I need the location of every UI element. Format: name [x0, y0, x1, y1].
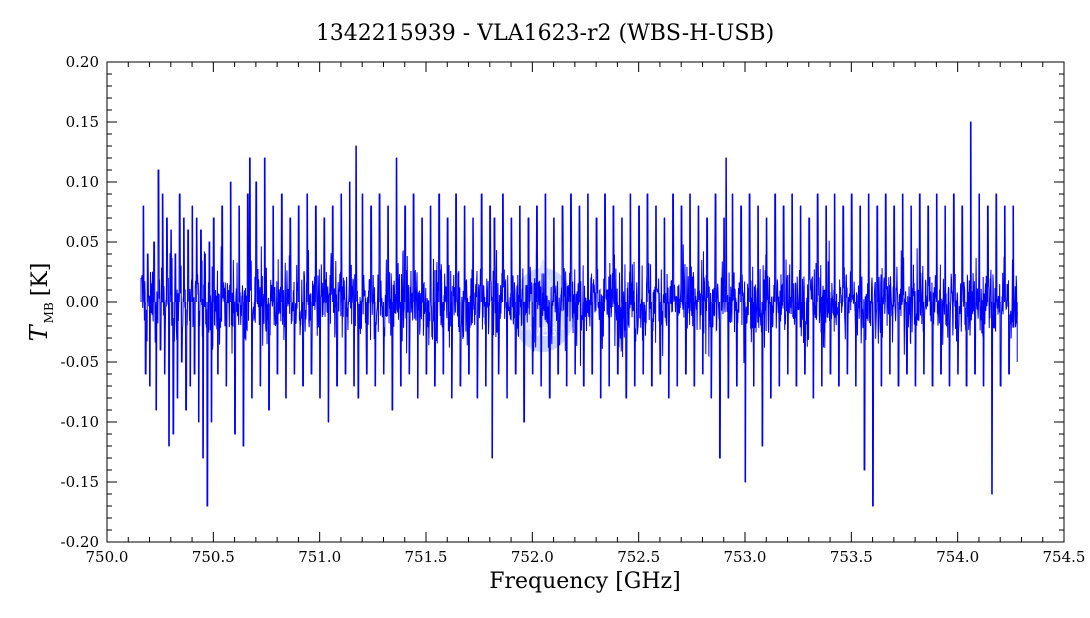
svg-text:TMB[K]: TMB [K]: [25, 263, 56, 342]
x-tick-label-6: 753.0: [724, 548, 767, 566]
y-axis-label-unit: [K]: [28, 263, 53, 297]
y-axis-label: TMB [K]: [25, 263, 56, 342]
y-axis-label-symbol: T: [25, 323, 53, 341]
y-tick-label-1: 0.15: [66, 113, 99, 131]
y-tick-label-6: -0.10: [61, 413, 99, 431]
x-tick-label-8: 754.0: [936, 548, 979, 566]
y-axis: 0.20 0.15 0.10 0.05 0.00 -0.05 -0.10 -0.15 -0.20: [61, 53, 1064, 551]
x-tick-label-7: 753.5: [830, 548, 873, 566]
x-tick-label-1: 750.5: [192, 548, 235, 566]
x-axis: 750.0 750.5 751.0 751.5 752.0 752.5 753.0 753.5…: [86, 62, 1086, 566]
y-tick-label-3: 0.05: [66, 233, 99, 251]
y-tick-label-7: -0.15: [61, 473, 99, 491]
y-tick-label-4: 0.00: [66, 293, 99, 311]
y-tick-label-8: -0.20: [61, 533, 99, 551]
y-axis-label-subscript: MB: [42, 302, 56, 323]
x-axis-label: Frequency [GHz]: [489, 569, 681, 594]
y-tick-label-0: 0.20: [66, 53, 99, 71]
x-tick-label-0: 750.0: [86, 548, 129, 566]
x-tick-label-9: 754.5: [1043, 548, 1086, 566]
y-tick-label-2: 0.10: [66, 173, 99, 191]
x-tick-label-3: 751.5: [405, 548, 448, 566]
x-tick-label-4: 752.0: [511, 548, 554, 566]
y-tick-label-5: -0.05: [61, 353, 99, 371]
spectrum-series-line: [141, 121, 1018, 507]
x-tick-label-2: 751.0: [298, 548, 341, 566]
x-tick-label-5: 752.5: [617, 548, 660, 566]
series-layer: [140, 121, 1018, 507]
chart-title: 1342215939 - VLA1623-r2 (WBS-H-USB): [316, 21, 774, 46]
